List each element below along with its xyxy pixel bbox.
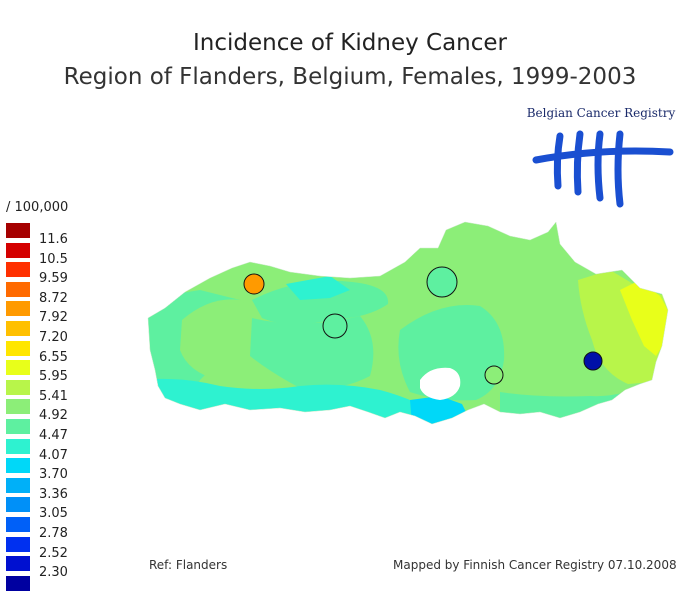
legend-swatch xyxy=(6,516,30,532)
legend-swatch xyxy=(6,242,30,258)
legend-swatch xyxy=(6,281,30,297)
legend-swatch xyxy=(6,556,30,572)
legend-swatch xyxy=(6,399,30,415)
legend-swatch xyxy=(6,340,30,356)
legend-label: 5.41 xyxy=(39,388,68,404)
region-north-aqua xyxy=(252,280,389,325)
legend-label: 2.52 xyxy=(39,545,68,561)
legend-row: 3.36 xyxy=(6,474,96,502)
legend-row: 4.47 xyxy=(6,415,96,443)
marker-green-south xyxy=(484,365,504,385)
legend-label: 10.5 xyxy=(39,251,68,267)
legend-label: 6.55 xyxy=(39,349,68,365)
legend-label: 11.6 xyxy=(39,232,68,247)
credit-note: Mapped by Finnish Cancer Registry 07.10.… xyxy=(393,558,677,572)
legend-swatch xyxy=(6,418,30,434)
legend-row: 9.59 xyxy=(6,258,96,286)
legend-swatch xyxy=(6,223,30,238)
region-west-green xyxy=(180,299,267,380)
legend-swatch xyxy=(6,477,30,493)
legend-row: 2.52 xyxy=(6,533,96,561)
legend-row: 2.78 xyxy=(6,513,96,541)
legend-label: 7.20 xyxy=(39,329,68,345)
legend-swatch xyxy=(6,320,30,336)
legend-row: 6.55 xyxy=(6,337,96,365)
legend-unit: / 100,000 xyxy=(6,200,69,215)
map-subtitle: Region of Flanders, Belgium, Females, 19… xyxy=(63,64,637,90)
legend-swatch xyxy=(6,497,30,513)
map-title: Incidence of Kidney Cancer xyxy=(192,30,507,56)
legend-label: 7.92 xyxy=(39,310,68,326)
marker-aqua-west xyxy=(322,313,348,339)
legend-label: 2.30 xyxy=(39,565,68,581)
legend: / 100,000 11.6 10.5 9.59 8.72 7.92 7.20 6.55 5.… xyxy=(6,200,96,591)
legend-label: 5.95 xyxy=(39,369,68,385)
legend-row xyxy=(6,572,96,592)
legend-row: 3.70 xyxy=(6,454,96,482)
legend-label: 3.05 xyxy=(39,506,68,522)
legend-label: 8.72 xyxy=(39,290,68,306)
legend-swatch xyxy=(6,575,30,591)
marker-orange xyxy=(243,273,265,295)
legend-row: 5.95 xyxy=(6,356,96,384)
logo-text: Belgian Cancer Registry xyxy=(526,106,676,120)
legend-label: 3.36 xyxy=(39,486,68,502)
legend-row: 4.07 xyxy=(6,435,96,463)
legend-swatch xyxy=(6,301,30,317)
legend-row: 10.5 xyxy=(6,239,96,267)
brussels-enclave xyxy=(420,367,461,400)
legend-label: 4.47 xyxy=(39,427,68,443)
legend-swatch xyxy=(6,536,30,552)
legend-label: 4.07 xyxy=(39,447,68,463)
legend-swatch xyxy=(6,262,30,278)
legend-label: 4.92 xyxy=(39,408,68,424)
legend-row: 7.20 xyxy=(6,317,96,345)
legend-label: 9.59 xyxy=(39,271,68,287)
legend-swatch xyxy=(6,360,30,376)
legend-row: 5.41 xyxy=(6,376,96,404)
legend-swatch xyxy=(6,438,30,454)
legend-label: 3.70 xyxy=(39,467,68,483)
belgian-cancer-registry-logo: Belgian Cancer Registry xyxy=(520,100,682,212)
legend-row: 7.92 xyxy=(6,297,96,325)
reference-note: Ref: Flanders xyxy=(149,558,228,572)
region-east-yellow xyxy=(620,280,668,356)
marker-navy-east xyxy=(583,351,603,371)
legend-row: 4.92 xyxy=(6,395,96,423)
legend-swatch xyxy=(6,458,30,474)
legend-row: 11.6 xyxy=(6,219,96,247)
region-north-turquoise xyxy=(286,276,350,300)
legend-label: 2.78 xyxy=(39,525,68,541)
marker-aqua-center xyxy=(426,266,458,298)
legend-row: 2.30 xyxy=(6,552,96,580)
tally-marks-icon xyxy=(532,130,674,208)
legend-row: 8.72 xyxy=(6,278,96,306)
legend-swatch xyxy=(6,379,30,395)
legend-row: 3.05 xyxy=(6,493,96,521)
